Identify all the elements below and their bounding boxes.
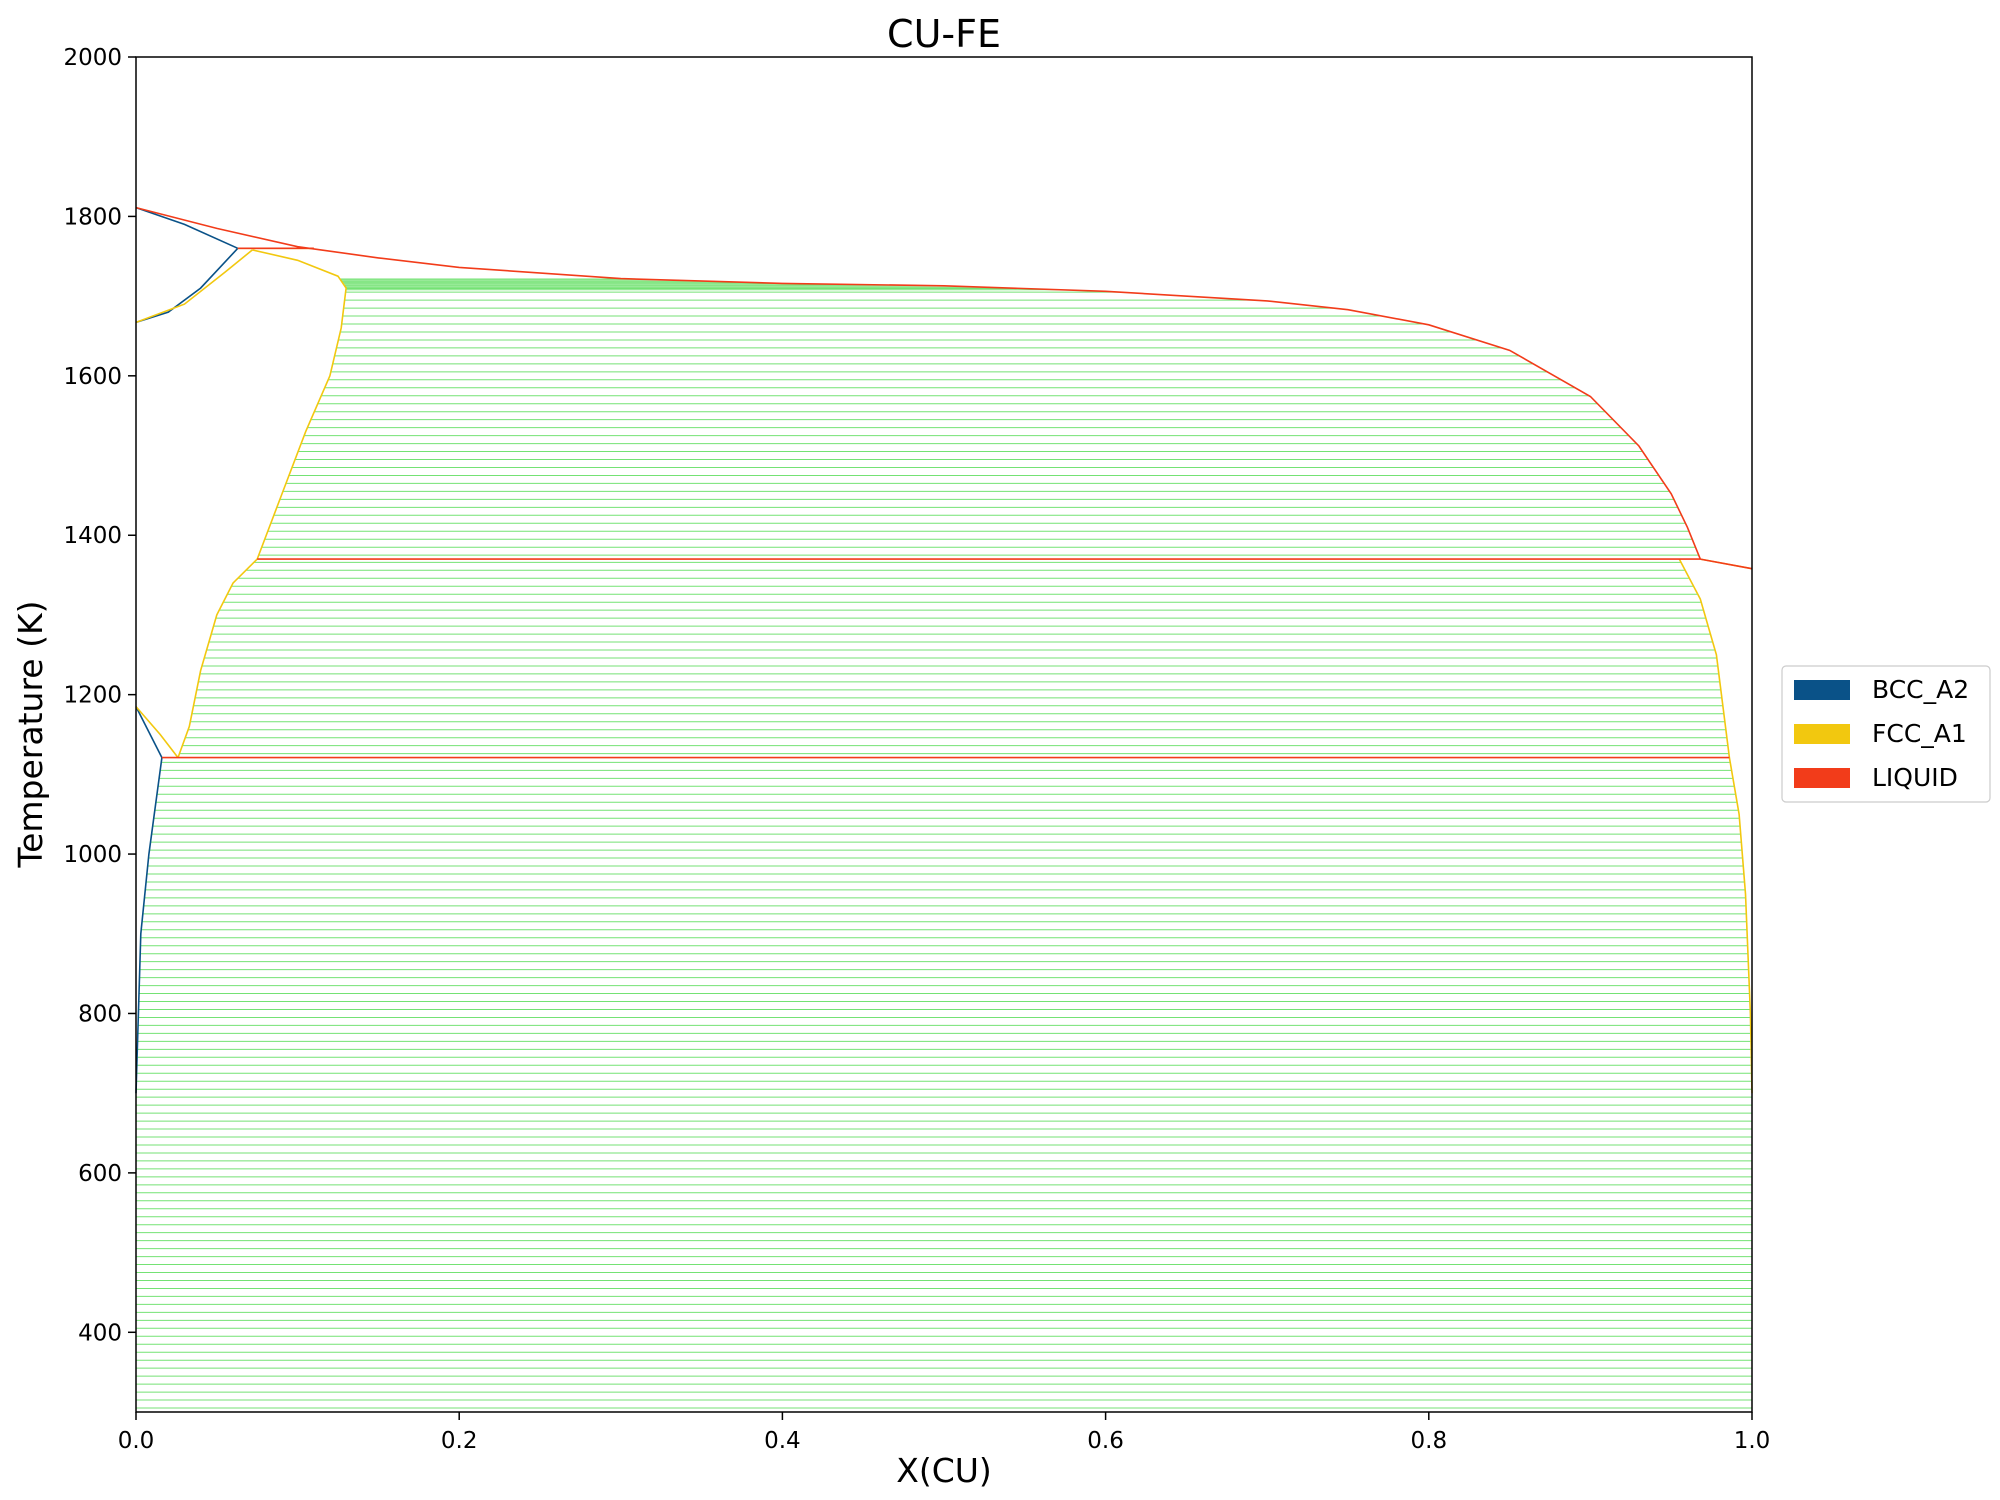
x-tick-label: 1.0	[1734, 1428, 1771, 1454]
y-tick-label: 1800	[63, 204, 122, 230]
y-tick-label: 1000	[63, 842, 122, 868]
legend-label: BCC_A2	[1872, 675, 1969, 704]
x-tick-label: 0.2	[441, 1428, 478, 1454]
y-tick-label: 1600	[63, 364, 122, 390]
x-axis: 0.0 0.2 0.4 0.6 0.8 1.0	[118, 1412, 1771, 1454]
boundary-liquid	[1700, 558, 1753, 570]
legend-swatch	[1794, 724, 1850, 744]
y-tick-label: 1200	[63, 683, 122, 709]
boundary-liquid	[135, 206, 1702, 560]
boundary-fcc_a1	[1728, 757, 1753, 1094]
y-tick-label: 1400	[63, 523, 122, 549]
x-tick-label: 0.6	[1087, 1428, 1124, 1454]
x-tick-label: 0.0	[118, 1428, 155, 1454]
y-tick-label: 2000	[63, 45, 122, 71]
y-axis-label: Temperature (K)	[11, 601, 50, 869]
boundary-fcc_a1	[1678, 558, 1731, 758]
y-axis: 400 600 800 1000 1200 1400 1600 1800 2000	[63, 45, 136, 1346]
x-tick-label: 0.8	[1411, 1428, 1448, 1454]
y-tick-label: 800	[78, 1001, 122, 1027]
tie-lines	[136, 278, 1752, 1409]
boundary-fcc_a1	[135, 706, 179, 759]
boundary-fcc_a1	[177, 558, 258, 758]
y-tick-label: 400	[78, 1320, 122, 1346]
legend-swatch	[1794, 768, 1850, 788]
legend: BCC_A2 FCC_A1 LIQUID	[1781, 665, 1991, 803]
boundary-fcc_a1	[135, 249, 253, 324]
legend-label: FCC_A1	[1872, 719, 1967, 748]
boundary-bcc_a2	[135, 206, 239, 250]
chart-title: CU-FE	[887, 12, 1001, 56]
boundary-fcc_a1	[252, 249, 347, 560]
plot-frame	[135, 56, 1753, 1413]
legend-swatch	[1794, 680, 1850, 700]
x-axis-label: X(CU)	[896, 1451, 992, 1490]
legend-label: LIQUID	[1872, 763, 1958, 792]
x-tick-label: 0.4	[764, 1428, 801, 1454]
boundary-bcc_a2	[135, 247, 239, 324]
boundary-bcc_a2	[135, 757, 163, 1094]
phase-boundaries	[135, 206, 1753, 1094]
y-tick-label: 600	[78, 1161, 122, 1187]
boundary-bcc_a2	[135, 706, 163, 758]
